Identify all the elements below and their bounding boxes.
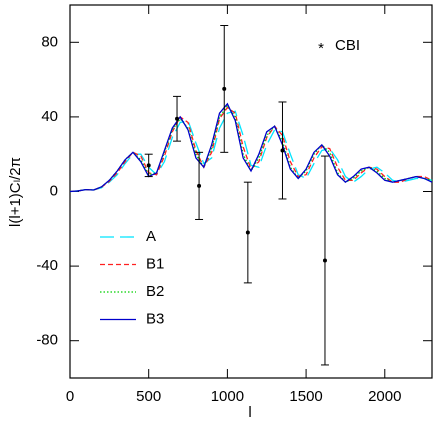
series-line xyxy=(69,106,433,193)
x-axis-label: l xyxy=(248,404,251,421)
data-point xyxy=(322,258,327,263)
series-line xyxy=(69,110,433,193)
x-tick-label: 1500 xyxy=(289,388,322,405)
data-point xyxy=(280,148,285,153)
y-tick-label: -40 xyxy=(36,257,58,274)
y-tick-label: 40 xyxy=(41,108,58,125)
data-point xyxy=(245,230,250,235)
series-line xyxy=(69,104,433,193)
x-tick-label: 1000 xyxy=(211,388,244,405)
legend-label: B3 xyxy=(146,310,164,327)
series-line xyxy=(69,102,433,193)
y-tick-label: 80 xyxy=(41,33,58,50)
x-tick-label: 0 xyxy=(66,388,74,405)
data-point xyxy=(175,116,180,121)
plot-frame xyxy=(69,4,433,379)
legend-label: A xyxy=(146,228,156,245)
x-tick-label: 500 xyxy=(136,388,161,405)
x-tick-label: 2000 xyxy=(368,388,401,405)
y-tick-label: -80 xyxy=(36,332,58,349)
y-axis-label: l(l+1)Cₗ/2π xyxy=(7,157,24,227)
legend-label: B1 xyxy=(146,255,164,272)
data-point xyxy=(146,163,151,168)
data-point xyxy=(197,183,202,188)
legend-label: CBI xyxy=(335,37,360,54)
cbi-symbol: * xyxy=(318,40,324,57)
y-tick-label: 0 xyxy=(50,182,58,199)
data-point xyxy=(222,86,227,91)
legend-label: B2 xyxy=(146,283,164,300)
